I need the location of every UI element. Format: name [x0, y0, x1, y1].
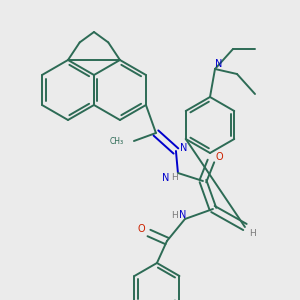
Text: O: O	[215, 152, 223, 162]
Text: CH₃: CH₃	[110, 136, 124, 146]
Text: N: N	[215, 59, 223, 69]
Text: N: N	[179, 210, 187, 220]
Text: O: O	[137, 224, 145, 234]
Text: H: H	[172, 211, 178, 220]
Text: N: N	[162, 173, 169, 183]
Text: H: H	[250, 229, 256, 238]
Text: N: N	[180, 143, 188, 153]
Text: H: H	[172, 173, 178, 182]
